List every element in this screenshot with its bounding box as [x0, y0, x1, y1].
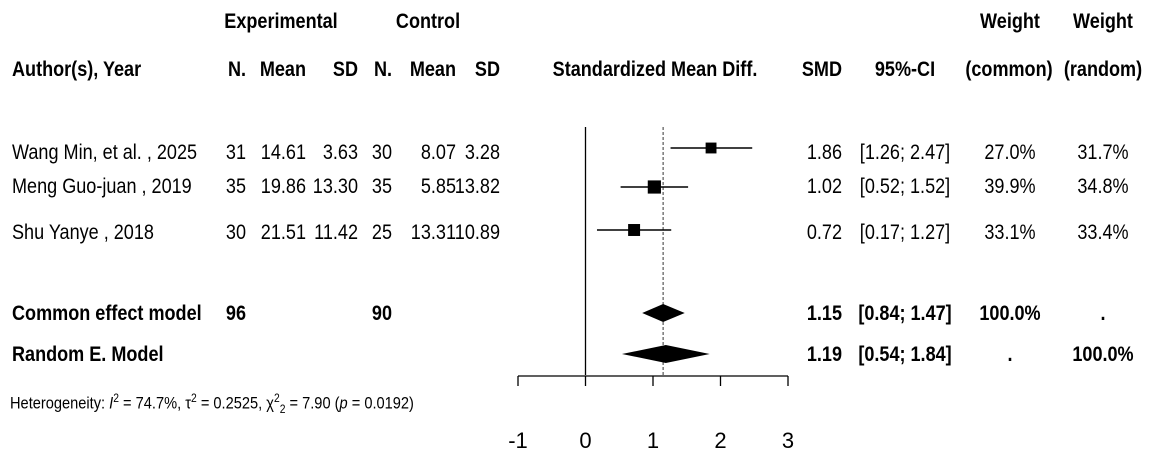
random-effect-weight-common: .: [1007, 343, 1013, 366]
weight-random-header-line2: (random): [1063, 58, 1143, 81]
study-smd: 0.72: [806, 221, 842, 244]
author-column-header: Author(s), Year: [12, 58, 142, 81]
study-ci: [1.26; 2.47]: [859, 141, 951, 164]
x-axis-tick-label: 3: [782, 428, 794, 453]
study-mean1: 14.61: [260, 141, 306, 164]
i2-symbol: I: [109, 393, 114, 413]
random-effect-weight-random: 100.0%: [1072, 343, 1134, 366]
i2-value: = 74.7%,: [118, 393, 186, 413]
weight-common-header-line1: Weight: [980, 10, 1040, 33]
study-weight-common: 33.1%: [984, 221, 1036, 244]
i2-exponent: 2: [113, 391, 119, 405]
study-sd1: 13.30: [312, 175, 358, 198]
chi-value: = 7.90 (: [285, 393, 340, 413]
study-mean2: 8.07: [420, 141, 456, 164]
pooled-diamond: [642, 304, 685, 322]
chi-symbol: χ: [266, 393, 274, 413]
ci-column-header: 95%-CI: [874, 58, 936, 81]
study-weight-random: 31.7%: [1077, 141, 1129, 164]
study-weight-common: 27.0%: [984, 141, 1036, 164]
common-effect-label: Common effect model: [12, 302, 202, 325]
study-mean1: 21.51: [260, 221, 306, 244]
common-effect-n1: 96: [225, 302, 246, 325]
study-weight-random: 33.4%: [1077, 221, 1129, 244]
study-mean2: 13.31: [410, 221, 456, 244]
n1-column-header: N.: [227, 58, 246, 81]
x-axis-tick-label: 0: [579, 428, 591, 453]
tau-value: = 0.2525,: [196, 393, 267, 413]
study-weight-random: 34.8%: [1077, 175, 1129, 198]
chi-df: 2: [279, 402, 286, 417]
study-sd1: 3.63: [322, 141, 358, 164]
mean1-column-header: Mean: [259, 58, 306, 81]
chi-exponent: 2: [273, 391, 280, 405]
study-n1: 30: [225, 221, 246, 244]
n2-column-header: N.: [373, 58, 392, 81]
smd-column-header: SMD: [801, 58, 842, 81]
study-ci: [0.17; 1.27]: [859, 221, 951, 244]
common-effect-ci: [0.84; 1.47]: [858, 302, 952, 325]
study-effect-square: [647, 180, 661, 194]
x-axis-tick-label: 2: [714, 428, 726, 453]
study-sd1: 11.42: [314, 221, 358, 244]
study-mean2: 5.85: [420, 175, 456, 198]
random-effect-ci: [0.54; 1.84]: [858, 343, 952, 366]
study-n2: 30: [371, 141, 392, 164]
study-n1: 35: [225, 175, 246, 198]
x-axis-tick-label: 1: [647, 428, 659, 453]
study-weight-common: 39.9%: [984, 175, 1036, 198]
tau-symbol: τ: [185, 393, 192, 413]
common-effect-smd: 1.15: [806, 302, 842, 325]
study-author: Shu Yanye , 2018: [12, 221, 154, 244]
study-effect-square: [705, 142, 717, 154]
experimental-group-header: Experimental: [224, 10, 338, 33]
tau-exponent: 2: [191, 391, 197, 405]
random-effect-smd: 1.19: [806, 343, 842, 366]
study-n1: 31: [225, 141, 246, 164]
study-sd2: 3.28: [464, 141, 500, 164]
study-sd2: 13.82: [454, 175, 500, 198]
weight-common-header-line2: (common): [965, 58, 1053, 81]
common-effect-weight-common: 100.0%: [979, 302, 1041, 325]
study-mean1: 19.86: [260, 175, 306, 198]
study-n2: 25: [371, 221, 392, 244]
heterogeneity-statistics: Heterogeneity: I2 = 74.7%, τ2 = 0.2525, …: [10, 387, 414, 420]
p-symbol: p: [339, 393, 348, 413]
random-effect-label: Random E. Model: [12, 343, 164, 366]
sd1-column-header: SD: [332, 58, 358, 81]
x-axis-tick-label: -1: [508, 428, 528, 453]
effect-column-header: Standardized Mean Diff.: [552, 58, 758, 81]
common-effect-n2: 90: [371, 302, 392, 325]
p-value: = 0.0192): [347, 393, 414, 413]
weight-random-header-line1: Weight: [1073, 10, 1133, 33]
study-smd: 1.86: [806, 141, 842, 164]
study-smd: 1.02: [806, 175, 842, 198]
study-author: Meng Guo-juan , 2019: [12, 175, 192, 198]
common-effect-weight-random: .: [1100, 302, 1106, 325]
heterogeneity-prefix: Heterogeneity:: [10, 393, 110, 413]
pooled-diamond: [621, 345, 710, 363]
study-ci: [0.52; 1.52]: [859, 175, 951, 198]
study-sd2: 10.89: [454, 221, 500, 244]
sd2-column-header: SD: [474, 58, 500, 81]
study-author: Wang Min, et al. , 2025: [12, 141, 198, 164]
study-n2: 35: [371, 175, 392, 198]
mean2-column-header: Mean: [409, 58, 456, 81]
study-effect-square: [628, 224, 641, 236]
control-group-header: Control: [395, 10, 461, 33]
